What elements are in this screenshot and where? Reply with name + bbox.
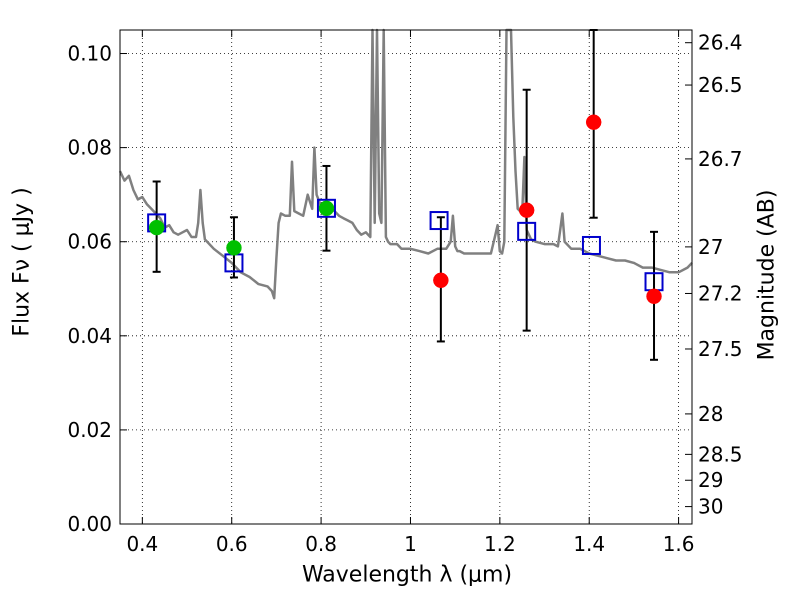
model-square-marker bbox=[517, 221, 537, 241]
right-tick-label: 28 bbox=[698, 402, 723, 426]
x-tick-label: 0.8 bbox=[305, 532, 337, 556]
right-tick-label: 26.5 bbox=[698, 73, 743, 97]
y-tick-label: 0.02 bbox=[67, 418, 112, 442]
x-tick-label: 1.2 bbox=[484, 532, 516, 556]
right-tick-label: 26.7 bbox=[698, 147, 743, 171]
x-axis-label: Wavelength λ (μm) bbox=[301, 562, 513, 588]
data-point bbox=[646, 288, 662, 305]
right-tick-label: 28.5 bbox=[698, 442, 743, 466]
x-tick-label: 1 bbox=[404, 532, 417, 556]
data-point bbox=[226, 240, 242, 256]
x-axis: 0.4 0.6 0.8 1 1.2 1.4 1.6 bbox=[126, 30, 695, 556]
data-point bbox=[518, 202, 535, 218]
series-layer bbox=[118, 28, 693, 361]
x-tick-label: 1.6 bbox=[663, 532, 695, 556]
model-square-marker bbox=[316, 198, 336, 218]
y-tick-label: 0.04 bbox=[67, 324, 112, 348]
x-tick-label: 0.6 bbox=[216, 532, 248, 556]
data-point bbox=[433, 272, 449, 289]
right-tick-label: 26.4 bbox=[698, 31, 743, 55]
y-tick-label: 0.06 bbox=[67, 230, 112, 254]
right-tick-label: 27 bbox=[698, 235, 723, 259]
right-tick-label: 30 bbox=[698, 495, 723, 519]
data-point bbox=[585, 114, 602, 130]
right-tick-label: 29 bbox=[698, 468, 723, 492]
right-tick-label: 27.5 bbox=[698, 337, 743, 361]
right-magnitude-axis: 26.4 26.5 26.7 27 27.2 27.5 28 28.529 30 bbox=[685, 31, 743, 519]
data-point bbox=[148, 219, 165, 236]
grid-lines bbox=[120, 30, 692, 525]
right-tick-label: 27.2 bbox=[698, 281, 743, 305]
model-square-marker bbox=[581, 235, 601, 255]
plot-area bbox=[118, 28, 693, 361]
y-tick-label: 0.00 bbox=[67, 512, 112, 536]
left-y-axis: 0.00 0.02 0.04 0.06 0.08 0.10 bbox=[67, 42, 127, 536]
x-tick-label: 0.4 bbox=[126, 532, 158, 556]
y-tick-label: 0.10 bbox=[67, 42, 112, 66]
right-axis-label: Magnitude (AB) bbox=[754, 189, 780, 361]
x-tick-label: 1.4 bbox=[573, 532, 605, 556]
spectrum-line bbox=[118, 28, 693, 300]
y-axis-label: Flux Fν ( μJy ) bbox=[9, 187, 35, 337]
model-square-marker bbox=[429, 211, 449, 231]
data-point bbox=[318, 200, 335, 217]
y-tick-label: 0.08 bbox=[67, 136, 112, 160]
plot-frame bbox=[119, 29, 693, 525]
